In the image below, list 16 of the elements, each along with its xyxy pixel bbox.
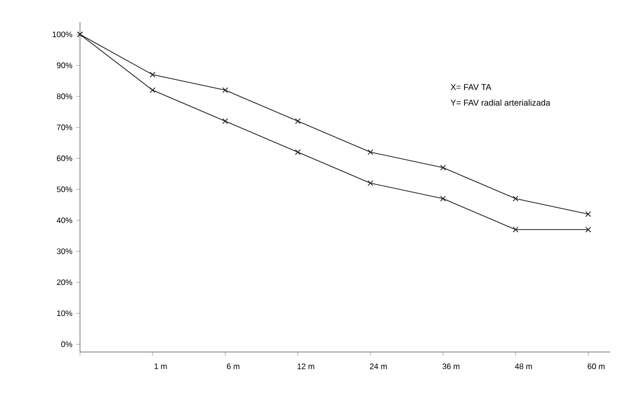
annotation: X= FAV TA xyxy=(450,84,492,90)
point xyxy=(368,149,374,156)
point xyxy=(440,196,446,202)
point xyxy=(150,87,156,94)
point xyxy=(512,196,518,202)
point xyxy=(294,118,301,124)
point xyxy=(222,118,228,124)
point xyxy=(585,211,592,217)
point xyxy=(222,87,228,94)
annotation: Y= FAV radial arterializada xyxy=(450,99,550,106)
point xyxy=(440,164,446,171)
point xyxy=(585,226,592,232)
point xyxy=(150,72,156,78)
point xyxy=(512,226,518,232)
point xyxy=(294,149,301,156)
point xyxy=(368,180,374,186)
